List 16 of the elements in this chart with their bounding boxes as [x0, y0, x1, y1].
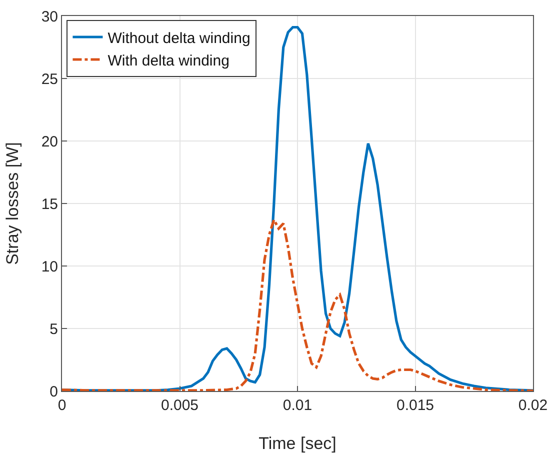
y-tick-label: 20: [41, 133, 58, 150]
y-tick-label: 0: [50, 383, 58, 400]
legend-label: Without delta winding: [108, 30, 250, 47]
y-tick-label: 10: [41, 258, 58, 276]
y-tick-label: 30: [41, 8, 58, 26]
y-axis-title: Stray losses [W]: [3, 142, 22, 265]
legend-label: With delta winding: [108, 52, 230, 70]
y-tick-label: 25: [41, 70, 58, 88]
y-tick-label: 15: [41, 196, 58, 213]
x-tick-label: 0.01: [282, 397, 312, 414]
x-axis-title: Time [sec]: [258, 434, 336, 453]
x-tick-label: 0.015: [396, 397, 434, 414]
line-series: [62, 218, 533, 391]
x-tick-label: 0.005: [160, 397, 199, 414]
x-tick-label: 0.02: [518, 397, 548, 414]
y-tick-label: 5: [50, 320, 58, 338]
